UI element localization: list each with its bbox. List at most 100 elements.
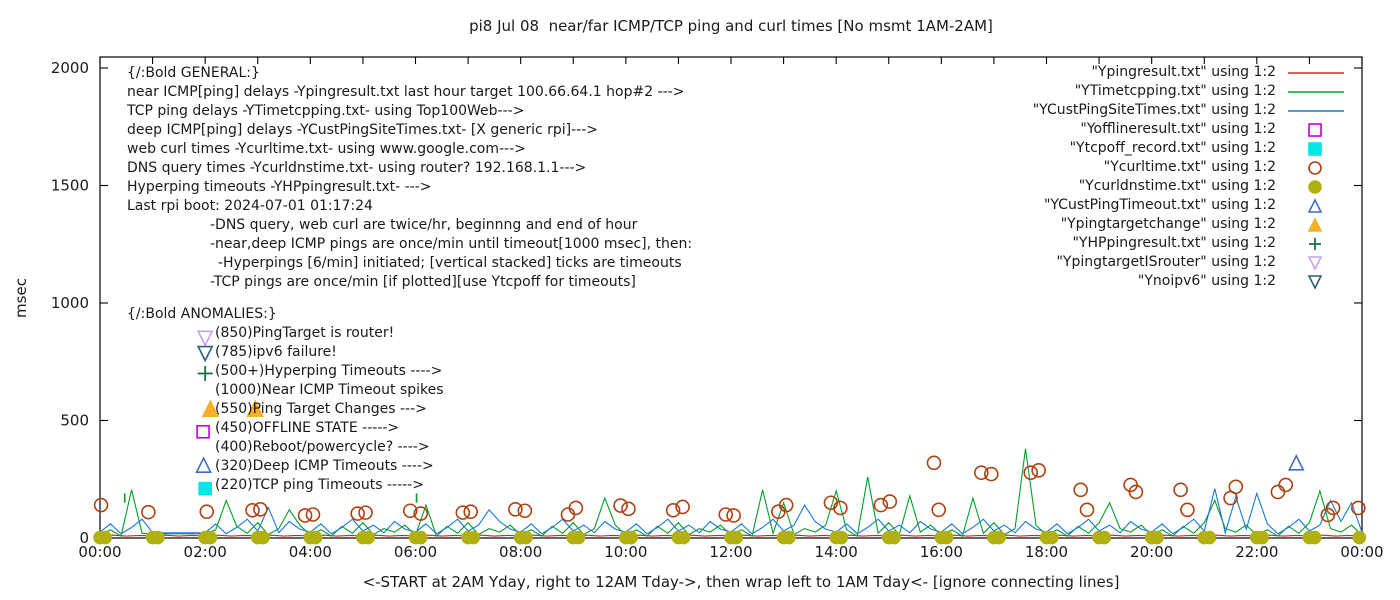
legend-sample [1286, 122, 1346, 138]
point-Ycurltime.txt [1228, 479, 1244, 495]
point-Ycurltime.txt [508, 502, 523, 517]
point-Ycurltime.txt [560, 507, 576, 522]
x-tick-label: 12:00 [709, 543, 752, 561]
point-Ycurltime.txt [1278, 477, 1294, 493]
annotation-line: (850)PingTarget is router! [215, 325, 395, 341]
point-Ycurltime.txt [350, 506, 365, 521]
annotation-line: (320)Deep ICMP Timeouts ----> [215, 458, 434, 474]
point-Ycurldnstime.txt [308, 530, 323, 545]
point-Ycurltime.txt [413, 506, 429, 521]
point-Ycurldnstime.txt [1307, 530, 1322, 545]
point-Ycurltime.txt [1031, 463, 1046, 478]
legend-entry: "Ynoipv6" using 1:2 [986, 272, 1346, 291]
legend-label: "Ypingtargetchange" using 1:2 [1060, 216, 1276, 232]
x-tick-label: 04:00 [289, 543, 332, 561]
point-YCustPingTimeout.txt [195, 456, 212, 473]
legend-sample [1286, 141, 1346, 157]
point-Ycurldnstime.txt [1202, 530, 1217, 545]
annotation-line: -Hyperpings [6/min] initiated; [vertical… [218, 255, 682, 271]
point-Ycurltime.txt [1173, 482, 1188, 498]
annotation-line: web curl times -Ycurltime.txt- using www… [127, 141, 526, 157]
legend-sample [1286, 274, 1346, 290]
point-Ycurltime.txt [463, 504, 479, 519]
point-Ycurltime.txt [665, 502, 681, 518]
point-Ytcpoff_record.txt [198, 481, 212, 496]
point-Ycurldnstime.txt [1255, 530, 1269, 545]
point-Ycurltime.txt [1180, 502, 1195, 518]
point-Ycurltime.txt [358, 505, 373, 520]
annotation-line: {/:Bold GENERAL:} [127, 65, 260, 81]
point-Ycurltime.txt [675, 499, 690, 515]
point-Ycurltime.txt [718, 507, 734, 522]
legend-marker-triangle-up [1307, 197, 1323, 213]
legend-entry: "YHPpingresult.txt" using 1:2 [986, 234, 1346, 253]
legend-label: "YCustPingTimeout.txt" using 1:2 [1043, 197, 1276, 213]
legend-entry: "Ycurldnstime.txt" using 1:2 [986, 177, 1346, 196]
x-tick-label: 22:00 [1235, 543, 1278, 561]
point-Ypingtargetchange [246, 399, 264, 418]
legend-label: "Ycurldnstime.txt" using 1:2 [1078, 178, 1276, 194]
legend-label: "Ycurltime.txt" using 1:2 [1103, 159, 1276, 175]
point-Yofflineresult.txt [196, 424, 210, 439]
legend-sample [1286, 216, 1346, 233]
point-Ycurldnstime.txt [939, 530, 954, 545]
y-tick-label: 1000 [51, 294, 89, 312]
legend-sample [1286, 103, 1346, 119]
x-tick-label: 20:00 [1130, 543, 1173, 561]
point-Ycurltime.txt [1073, 482, 1088, 498]
point-Ycurltime.txt [882, 494, 898, 509]
legend-sample [1286, 255, 1346, 271]
y-tick-label: 500 [60, 412, 89, 430]
point-Ycurldnstime.txt [834, 530, 849, 545]
y-tick-label: 2000 [51, 59, 89, 77]
legend-label: "YpingtargetISrouter" using 1:2 [1056, 254, 1276, 270]
legend-label: "Yofflineresult.txt" using 1:2 [1080, 121, 1276, 137]
legend-sample [1286, 84, 1346, 100]
point-Ycurltime.txt [973, 465, 989, 480]
legend-marker-triangle-up [1307, 216, 1323, 232]
point-Ycurltime.txt [1351, 500, 1366, 516]
legend-label: "YHPpingresult.txt" using 1:2 [1072, 235, 1276, 251]
legend-entry: "YCustPingSiteTimes.txt" using 1:2 [986, 101, 1346, 120]
point-Ycurltime.txt [926, 455, 942, 471]
point-Ycurldnstime.txt [624, 530, 638, 545]
annotation-line: deep ICMP[ping] delays -YCustPingSiteTim… [127, 122, 598, 138]
legend-entry: "YTimetcpping.txt" using 1:2 [986, 82, 1346, 101]
chart-title: pi8 Jul 08 near/far ICMP/TCP ping and cu… [469, 17, 993, 35]
point-Ycurltime.txt [297, 508, 313, 523]
legend-marker-circle [1308, 160, 1322, 175]
legend-sample [1286, 65, 1346, 81]
point-Ycurldnstime.txt [887, 530, 901, 545]
annotation-line: -DNS query, web curl are twice/hr, begin… [210, 217, 638, 233]
legend-marker-square [1308, 141, 1322, 156]
legend-label: "Ytcpoff_record.txt" using 1:2 [1069, 140, 1276, 156]
point-Ycurltime.txt [613, 498, 628, 513]
point-Ycurltime.txt [833, 500, 848, 516]
legend-entry: "YpingtargetISrouter" using 1:2 [986, 253, 1346, 272]
annotation-line: (500+)Hyperping Timeouts ----> [215, 363, 443, 379]
point-Ycurldnstime.txt [151, 530, 165, 545]
point-Ycurldnstime.txt [729, 530, 744, 545]
annotation-line: Hyperping timeouts -YHPpingresult.txt- -… [127, 179, 432, 195]
legend-entry: "Ypingtargetchange" using 1:2 [986, 215, 1346, 234]
point-Ycurldnstime.txt [413, 530, 428, 545]
point-Ycurldnstime.txt [203, 530, 218, 545]
x-tick-label: 18:00 [1025, 543, 1068, 561]
annotation-line: DNS query times -Ycurldnstime.txt- using… [127, 160, 587, 176]
annotation-line: (400)Reboot/powercycle? ----> [215, 439, 430, 455]
annotation-line: (1000)Near ICMP Timeout spikes [215, 382, 444, 398]
point-Ycurltime.txt [93, 497, 109, 513]
point-Ycurltime.txt [199, 504, 215, 519]
y-axis-label: msec [12, 278, 30, 318]
x-axis-label: <-START at 2AM Yday, right to 12AM Tday-… [362, 573, 1120, 591]
legend-sample [1286, 179, 1346, 195]
anomaly-annotations: {/:Bold ANOMALIES:} (850)PingTarget is ro… [127, 305, 444, 495]
legend-label: "Ynoipv6" using 1:2 [1137, 273, 1276, 289]
x-tick-label: 06:00 [394, 543, 437, 561]
point-Ycurltime.txt [726, 508, 741, 523]
x-tick-label: 02:00 [184, 543, 227, 561]
point-Ycurldnstime.txt [676, 530, 691, 545]
annotation-line: (450)OFFLINE STATE -----> [215, 420, 400, 436]
point-Ycurldnstime.txt [466, 530, 481, 545]
